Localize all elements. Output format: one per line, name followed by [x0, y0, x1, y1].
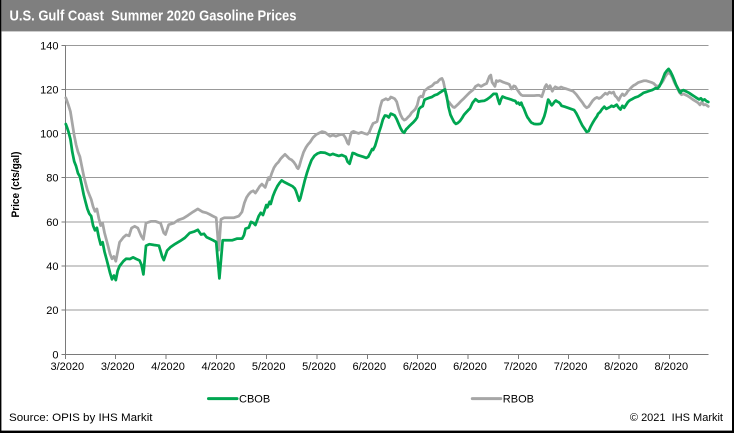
- svg-text:6/2020: 6/2020: [352, 361, 386, 373]
- svg-text:CBOB: CBOB: [239, 394, 270, 406]
- svg-text:5/2020: 5/2020: [252, 361, 286, 373]
- svg-text:5/2020: 5/2020: [302, 361, 336, 373]
- svg-text:100: 100: [40, 129, 58, 141]
- svg-text:140: 140: [40, 40, 58, 52]
- svg-text:120: 120: [40, 84, 58, 96]
- svg-text:Price (cts/gal): Price (cts/gal): [10, 151, 22, 217]
- svg-text:7/2020: 7/2020: [554, 361, 588, 373]
- svg-text:Source: OPIS by IHS Markit: Source: OPIS by IHS Markit: [9, 412, 153, 424]
- svg-text:3/2020: 3/2020: [50, 361, 84, 373]
- svg-text:8/2020: 8/2020: [654, 361, 688, 373]
- svg-text:3/2020: 3/2020: [101, 361, 135, 373]
- svg-text:60: 60: [46, 217, 58, 229]
- svg-text:RBOB: RBOB: [503, 394, 534, 406]
- svg-text:6/2020: 6/2020: [453, 361, 487, 373]
- svg-text:4/2020: 4/2020: [151, 361, 185, 373]
- svg-text:8/2020: 8/2020: [604, 361, 638, 373]
- svg-text:6/2020: 6/2020: [403, 361, 437, 373]
- svg-text:40: 40: [46, 261, 58, 273]
- svg-text:4/2020: 4/2020: [201, 361, 235, 373]
- svg-text:7/2020: 7/2020: [503, 361, 537, 373]
- svg-text:20: 20: [46, 305, 58, 317]
- svg-text:0: 0: [52, 349, 58, 361]
- svg-text:© 2021 IHS Markit: © 2021 IHS Markit: [630, 412, 723, 424]
- svg-text:U.S. Gulf Coast Summer 2020 G: U.S. Gulf Coast Summer 2020 Gasoline Pri…: [10, 9, 297, 25]
- svg-text:80: 80: [46, 173, 58, 185]
